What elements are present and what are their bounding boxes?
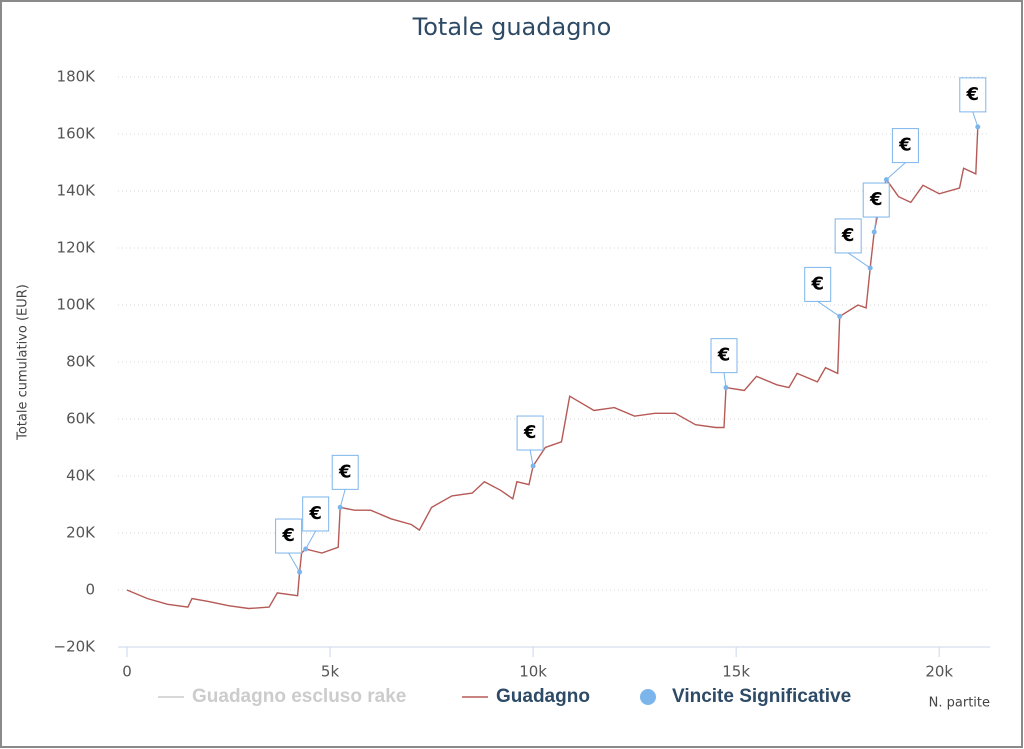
y-axis-title: Totale cumulativo (EUR) xyxy=(16,284,31,441)
legend-label[interactable]: Vincite Significative xyxy=(672,686,851,707)
flag-box xyxy=(710,338,738,374)
y-tick-label: 160K xyxy=(57,125,97,143)
flag-connector xyxy=(723,372,727,388)
flag-box xyxy=(516,415,544,451)
flag-label: € xyxy=(338,461,352,482)
y-tick-label: 40K xyxy=(66,467,96,485)
y-tick-label: 60K xyxy=(66,410,96,428)
flag-connector xyxy=(288,552,301,573)
flag-connector xyxy=(339,489,346,508)
flag-label: € xyxy=(523,422,537,443)
flag-label: € xyxy=(898,135,912,156)
y-tick-label: 100K xyxy=(57,296,97,314)
marker xyxy=(530,463,536,469)
flag-box xyxy=(804,266,832,302)
x-tick-label: 15k xyxy=(722,663,750,681)
marker xyxy=(867,265,873,271)
flag-box xyxy=(834,218,862,254)
flag-connector xyxy=(972,111,979,128)
x-tick-label: 5k xyxy=(321,663,340,681)
x-tick-label: 10k xyxy=(519,663,547,681)
flag-connector xyxy=(886,162,906,180)
flag-box xyxy=(862,182,890,218)
flag-connector xyxy=(529,449,534,467)
marker xyxy=(723,385,729,391)
marker xyxy=(297,569,303,575)
y-tick-label: 140K xyxy=(57,182,97,200)
flag-label: € xyxy=(281,525,295,546)
x-tick-label: 0 xyxy=(122,663,132,681)
flag-connector xyxy=(817,300,840,317)
flag-connector xyxy=(847,252,871,269)
flag-label: € xyxy=(966,84,980,105)
flag-connector xyxy=(873,216,877,233)
marker xyxy=(837,313,843,319)
y-tick-label: 80K xyxy=(66,353,96,371)
y-tick-label: 120K xyxy=(57,239,97,257)
flag-label: € xyxy=(869,189,883,210)
flag-label: € xyxy=(810,273,824,294)
y-tick-label: 180K xyxy=(57,68,97,86)
flag-box xyxy=(275,518,303,554)
y-tick-label: 20K xyxy=(66,524,96,542)
marker xyxy=(337,504,343,510)
marker xyxy=(871,229,877,235)
legend-label[interactable]: Guadagno escluso rake xyxy=(192,686,406,707)
line-series xyxy=(126,126,979,610)
marker xyxy=(975,124,981,130)
x-tick-label: 20k xyxy=(925,663,953,681)
x-axis-title: N. partite xyxy=(929,696,990,711)
marker xyxy=(303,546,309,552)
legend-symbol xyxy=(640,689,656,705)
flag-label: € xyxy=(841,225,855,246)
flag-connector xyxy=(305,530,317,550)
chart-title: Totale guadagno xyxy=(412,13,612,41)
flag-box xyxy=(302,496,330,532)
y-tick-label: −20K xyxy=(54,638,97,656)
flag-box xyxy=(331,454,359,490)
flag-box xyxy=(959,77,987,113)
marker xyxy=(883,177,889,183)
flag-label: € xyxy=(717,345,731,366)
flag-box xyxy=(891,128,919,164)
flag-label: € xyxy=(308,503,322,524)
y-tick-label: 0 xyxy=(85,581,95,599)
legend-label[interactable]: Guadagno xyxy=(496,686,590,707)
